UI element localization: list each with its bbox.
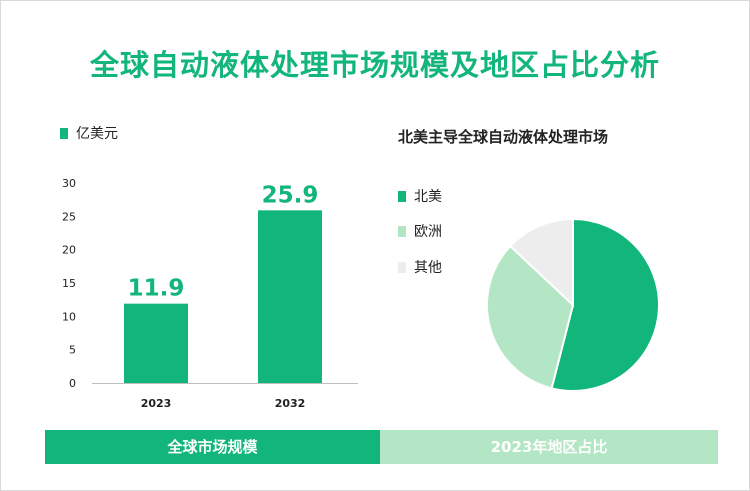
x-tick-label: 2023 <box>141 397 172 410</box>
pie-slice-欧洲 <box>486 244 575 390</box>
pie-slice-其他 <box>508 217 574 308</box>
y-tick-label: 25 <box>62 210 76 223</box>
pie-legend-swatch <box>398 261 406 273</box>
pie-legend-label: 欧洲 <box>414 224 442 240</box>
y-tick-label: 10 <box>62 310 76 323</box>
bar-legend: 亿美元 <box>60 123 118 143</box>
pie-slice-北美 <box>550 217 660 392</box>
bar-2023 <box>124 303 188 383</box>
page-title: 全球自动液体处理市场规模及地区占比分析 <box>89 48 660 82</box>
bar-2032 <box>258 210 322 383</box>
y-tick-label: 0 <box>69 377 76 390</box>
bar-data-label: 25.9 <box>262 182 319 208</box>
pie-legend-item-other: 其他 <box>398 257 442 277</box>
pie-legend-item-europe: 欧洲 <box>398 221 442 241</box>
pie-title: 北美主导全球自动液体处理市场 <box>398 128 609 146</box>
pie-legend-swatch <box>398 225 406 237</box>
bar-legend-swatch <box>60 127 68 139</box>
footer-region-share: 2023年地区占比 <box>380 430 718 464</box>
footer-market-size: 全球市场规模 <box>45 430 380 464</box>
pie-legend-label: 其他 <box>414 260 442 276</box>
y-tick-label: 15 <box>62 277 76 290</box>
x-tick-label: 2032 <box>275 397 306 410</box>
pie-legend-label: 北美 <box>414 189 442 205</box>
y-tick-label: 30 <box>62 177 76 190</box>
bar-data-label: 11.9 <box>128 276 185 302</box>
y-tick-label: 20 <box>62 244 76 257</box>
pie-legend-swatch <box>398 190 406 202</box>
pie-legend-item-north-america: 北美 <box>398 186 442 206</box>
y-tick-label: 5 <box>69 344 76 357</box>
bar-legend-label: 亿美元 <box>76 126 118 142</box>
